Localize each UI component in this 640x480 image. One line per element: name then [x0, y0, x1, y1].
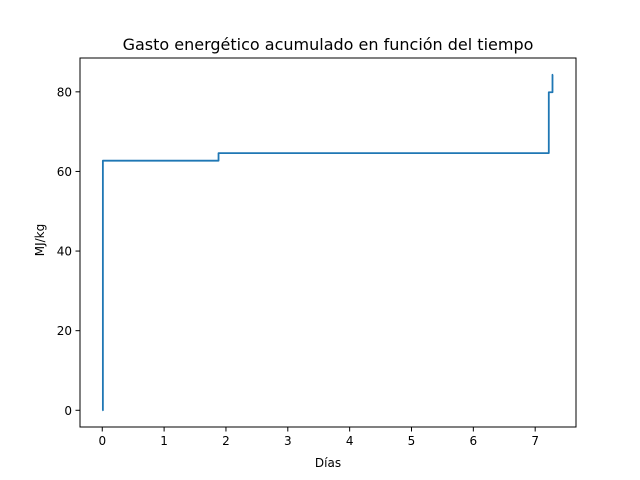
chart-title: Gasto energético acumulado en función de… — [123, 35, 534, 54]
x-tick-label: 1 — [160, 434, 168, 448]
y-tick-label: 60 — [57, 165, 72, 179]
axes-frame — [79, 57, 577, 428]
x-tick-label: 5 — [408, 434, 416, 448]
y-axis: 0 20 40 60 80 — [57, 85, 80, 418]
x-tick-label: 6 — [470, 434, 478, 448]
y-tick-label: 40 — [57, 245, 72, 259]
x-tick-label: 2 — [222, 434, 230, 448]
y-tick-label: 20 — [57, 324, 72, 338]
x-tick-label: 3 — [284, 434, 292, 448]
x-axis: 0 1 2 3 4 5 6 7 — [98, 427, 539, 448]
x-tick-label: 7 — [531, 434, 539, 448]
x-tick-label: 0 — [98, 434, 106, 448]
plot-area — [101, 73, 554, 412]
y-tick-label: 80 — [57, 85, 72, 99]
series-line-0 — [101, 73, 554, 412]
y-axis-label: MJ/kg — [33, 224, 47, 257]
x-tick-label: 4 — [346, 434, 354, 448]
y-tick-label: 0 — [64, 404, 72, 418]
x-axis-label: Días — [315, 456, 341, 470]
